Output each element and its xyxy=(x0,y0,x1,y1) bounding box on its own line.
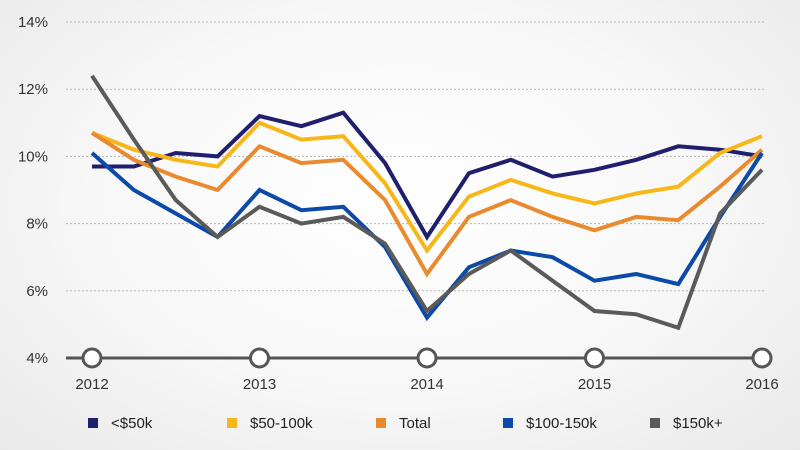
x-tick-label: 2012 xyxy=(75,376,108,393)
legend-label: $100-150k xyxy=(526,415,597,432)
legend-swatch xyxy=(88,418,98,428)
x-tick-marker xyxy=(416,347,438,369)
legend-swatch xyxy=(503,418,513,428)
y-tick-label: 8% xyxy=(26,216,48,233)
legend-label: <$50k xyxy=(111,415,153,432)
x-tick-marker xyxy=(249,347,270,369)
x-tick-marker xyxy=(81,347,103,369)
x-tick-label: 2015 xyxy=(578,376,611,393)
series-line-1 xyxy=(91,120,763,254)
legend-swatch xyxy=(650,418,660,428)
x-tick-label: 2014 xyxy=(410,376,443,393)
y-axis-ticks: 4% 6% 8% 10% 12% 14% xyxy=(18,14,48,367)
series-line-0 xyxy=(92,110,763,241)
legend-swatch xyxy=(227,418,237,428)
y-tick-label: 12% xyxy=(18,81,48,98)
x-axis-ticks: 2012 2013 2014 2015 2016 xyxy=(75,347,779,393)
series-line-3 xyxy=(90,151,764,322)
x-tick-marker xyxy=(584,347,605,369)
legend-label: $150k+ xyxy=(673,415,723,432)
series-lines xyxy=(90,74,764,331)
legend-label: $50-100k xyxy=(250,415,313,432)
legend-swatch xyxy=(376,418,386,428)
y-tick-label: 6% xyxy=(26,283,48,300)
y-tick-label: 10% xyxy=(18,148,48,165)
series-line-4 xyxy=(90,74,764,331)
y-tick-label: 4% xyxy=(26,350,48,367)
series-line-2 xyxy=(90,131,764,278)
x-tick-marker xyxy=(751,347,773,369)
y-tick-label: 14% xyxy=(18,14,48,31)
x-tick-label: 2013 xyxy=(243,376,276,393)
legend-label: Total xyxy=(399,415,431,432)
legend: <$50k $50-100k Total $100-150k $150k+ xyxy=(88,415,723,432)
x-tick-label: 2016 xyxy=(745,376,778,393)
